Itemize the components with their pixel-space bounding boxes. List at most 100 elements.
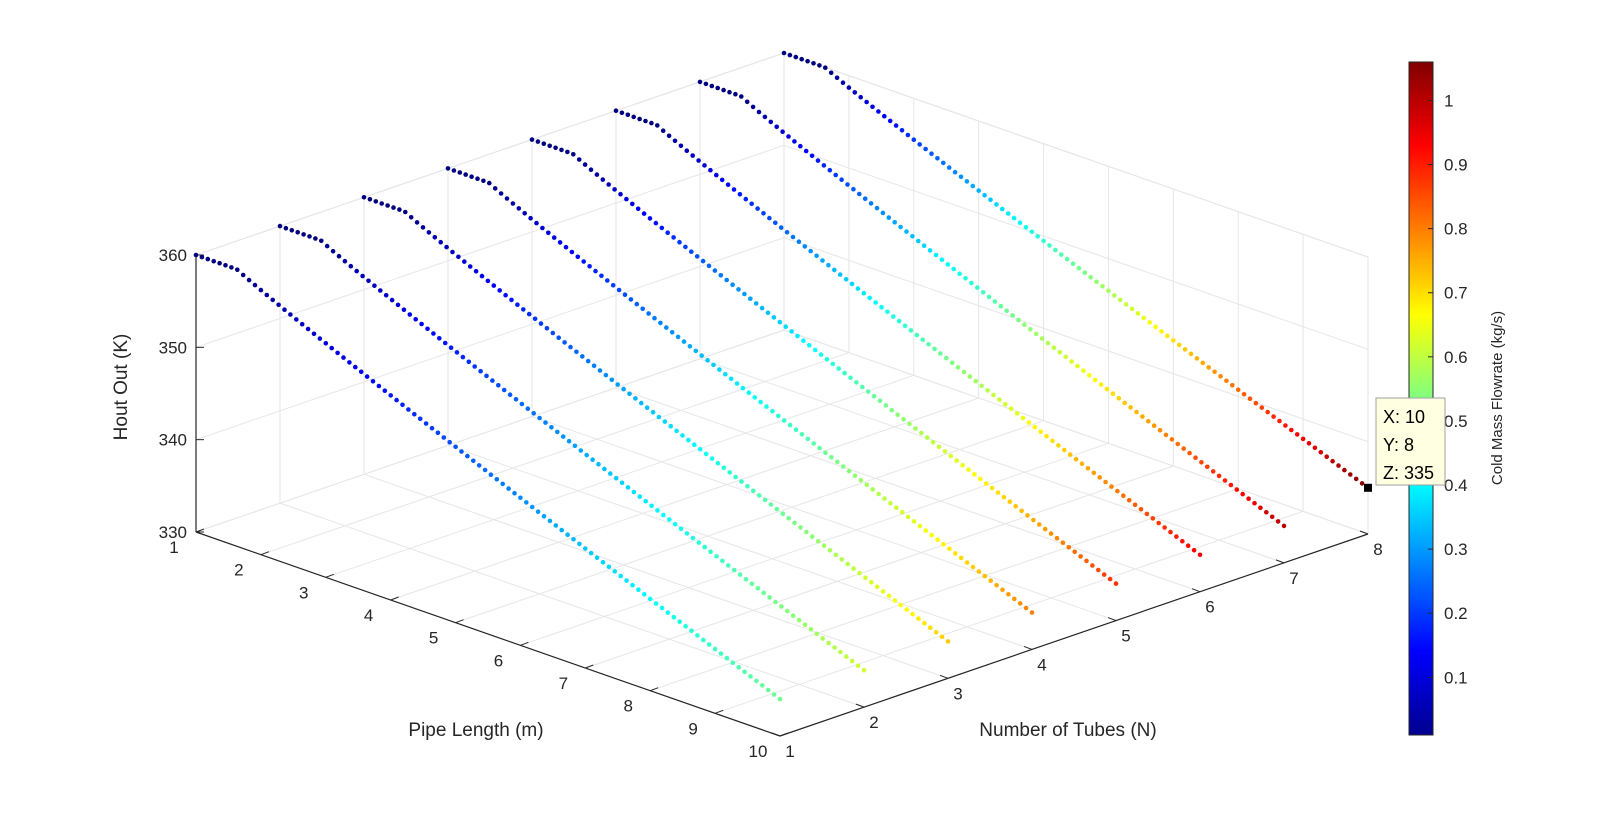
- data-point[interactable]: [1199, 460, 1204, 465]
- data-point[interactable]: [1200, 360, 1206, 366]
- data-point[interactable]: [634, 301, 640, 307]
- data-point[interactable]: [994, 202, 999, 207]
- data-point[interactable]: [697, 79, 703, 85]
- data-point[interactable]: [855, 286, 861, 291]
- data-point[interactable]: [702, 544, 707, 550]
- data-point[interactable]: [591, 363, 597, 369]
- data-point[interactable]: [643, 118, 648, 124]
- data-point[interactable]: [1163, 432, 1169, 438]
- data-point[interactable]: [1078, 554, 1083, 559]
- data-point[interactable]: [916, 238, 921, 244]
- data-point[interactable]: [795, 333, 800, 339]
- data-point[interactable]: [568, 344, 573, 350]
- data-point[interactable]: [761, 211, 766, 216]
- data-point[interactable]: [1104, 386, 1110, 392]
- data-point[interactable]: [498, 191, 504, 196]
- data-point[interactable]: [1023, 605, 1029, 611]
- data-point[interactable]: [401, 307, 407, 313]
- data-point[interactable]: [778, 225, 784, 230]
- data-point[interactable]: [1098, 382, 1104, 387]
- data-point[interactable]: [1062, 447, 1067, 453]
- data-point[interactable]: [958, 555, 964, 561]
- data-point[interactable]: [276, 302, 281, 308]
- data-point[interactable]: [832, 645, 837, 650]
- data-point[interactable]: [787, 52, 793, 58]
- data-point[interactable]: [760, 683, 765, 688]
- data-point[interactable]: [631, 114, 636, 120]
- data-point[interactable]: [612, 187, 617, 192]
- data-point[interactable]: [1210, 469, 1216, 474]
- data-point[interactable]: [406, 407, 411, 412]
- data-point[interactable]: [893, 123, 899, 128]
- data-point[interactable]: [445, 166, 451, 171]
- data-point[interactable]: [680, 433, 685, 438]
- data-point[interactable]: [531, 411, 536, 416]
- data-point[interactable]: [347, 360, 352, 365]
- data-point[interactable]: [541, 141, 547, 146]
- data-point[interactable]: [383, 293, 389, 298]
- data-point[interactable]: [521, 307, 526, 312]
- data-point[interactable]: [961, 369, 967, 375]
- data-point[interactable]: [600, 559, 606, 565]
- data-point[interactable]: [858, 478, 864, 483]
- data-point[interactable]: [852, 473, 858, 479]
- data-point[interactable]: [1222, 478, 1228, 483]
- data-point[interactable]: [518, 495, 523, 501]
- data-point[interactable]: [637, 494, 643, 499]
- data-point[interactable]: [596, 462, 601, 467]
- data-point[interactable]: [550, 330, 556, 336]
- data-point[interactable]: [982, 192, 987, 198]
- data-point[interactable]: [726, 563, 731, 568]
- data-point[interactable]: [613, 475, 619, 481]
- data-point[interactable]: [1129, 306, 1135, 312]
- data-point[interactable]: [1107, 576, 1113, 582]
- data-point[interactable]: [342, 258, 348, 264]
- data-point[interactable]: [642, 592, 647, 597]
- data-point[interactable]: [920, 337, 925, 343]
- data-point[interactable]: [808, 627, 814, 632]
- data-point[interactable]: [1019, 508, 1024, 514]
- data-point[interactable]: [805, 58, 810, 64]
- data-point[interactable]: [721, 465, 727, 471]
- data-point[interactable]: [524, 500, 529, 505]
- data-point[interactable]: [976, 188, 981, 193]
- data-point[interactable]: [1075, 363, 1080, 369]
- data-point[interactable]: [1025, 513, 1030, 518]
- data-point[interactable]: [762, 497, 768, 503]
- data-point[interactable]: [566, 438, 572, 444]
- data-point[interactable]: [814, 631, 820, 637]
- data-point[interactable]: [703, 81, 709, 87]
- data-point[interactable]: [630, 582, 635, 588]
- data-point[interactable]: [807, 343, 812, 348]
- data-point[interactable]: [922, 620, 927, 626]
- data-point[interactable]: [823, 450, 828, 456]
- data-point[interactable]: [749, 581, 755, 586]
- data-point[interactable]: [1001, 494, 1007, 500]
- data-point[interactable]: [1081, 368, 1086, 374]
- data-point[interactable]: [669, 330, 675, 335]
- data-point[interactable]: [372, 283, 377, 289]
- data-point[interactable]: [546, 230, 551, 236]
- data-point[interactable]: [1234, 487, 1240, 492]
- data-point[interactable]: [802, 622, 808, 628]
- data-point[interactable]: [538, 321, 544, 326]
- data-point[interactable]: [908, 328, 914, 333]
- data-point[interactable]: [886, 593, 892, 599]
- data-point[interactable]: [994, 582, 999, 588]
- data-point[interactable]: [512, 490, 517, 496]
- data-point[interactable]: [336, 253, 342, 259]
- data-point[interactable]: [1159, 329, 1164, 334]
- data-point[interactable]: [854, 380, 859, 385]
- data-point[interactable]: [792, 520, 797, 526]
- data-point[interactable]: [525, 406, 531, 412]
- data-point[interactable]: [667, 517, 672, 522]
- data-point[interactable]: [734, 381, 740, 386]
- data-point[interactable]: [768, 502, 774, 507]
- data-point[interactable]: [765, 687, 771, 693]
- data-point[interactable]: [364, 374, 370, 379]
- data-point[interactable]: [980, 290, 986, 295]
- data-point[interactable]: [824, 357, 830, 362]
- data-point[interactable]: [295, 230, 301, 235]
- data-point[interactable]: [960, 462, 965, 468]
- data-point[interactable]: [522, 211, 527, 216]
